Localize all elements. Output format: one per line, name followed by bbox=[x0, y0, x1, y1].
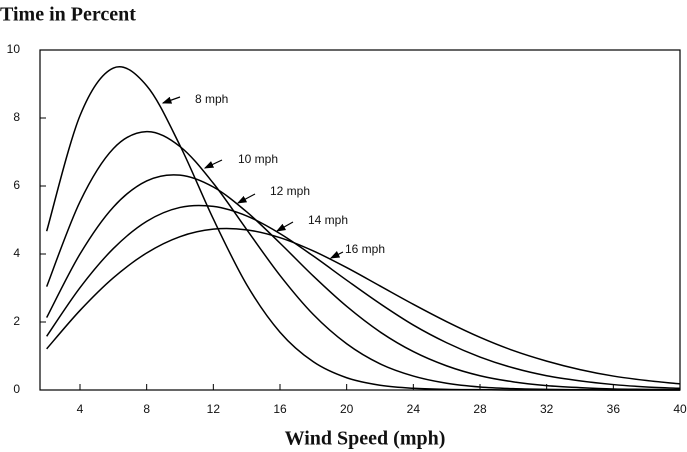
y-tick-label: 0 bbox=[13, 382, 20, 396]
x-axis-label: Wind Speed (mph) bbox=[285, 428, 446, 450]
line-series bbox=[45, 66, 680, 391]
label-arrow bbox=[236, 193, 256, 204]
x-tick-label: 28 bbox=[473, 402, 487, 416]
label-arrow bbox=[161, 96, 181, 104]
y-tick-label: 8 bbox=[13, 110, 20, 124]
y-tick-label: 6 bbox=[13, 178, 20, 192]
series-label: 12 mph bbox=[270, 184, 310, 198]
plot-frame bbox=[39, 49, 681, 391]
label-arrow bbox=[275, 221, 294, 232]
line-series bbox=[45, 130, 680, 391]
x-tick-label: 24 bbox=[407, 402, 421, 416]
series-label: 16 mph bbox=[345, 242, 385, 256]
y-tick-label: 4 bbox=[13, 246, 20, 260]
label-arrow bbox=[203, 159, 223, 169]
x-tick-label: 12 bbox=[207, 402, 221, 416]
series-label: 8 mph bbox=[195, 92, 228, 106]
series-label: 14 mph bbox=[308, 213, 348, 227]
x-tick-label: 32 bbox=[540, 402, 554, 416]
x-tick-label: 16 bbox=[273, 402, 287, 416]
line-series bbox=[46, 204, 681, 390]
x-tick-label: 8 bbox=[143, 402, 150, 416]
x-tick-label: 40 bbox=[673, 402, 687, 416]
x-tick-label: 20 bbox=[340, 402, 354, 416]
y-tick-label: 2 bbox=[13, 314, 20, 328]
y-tick-label: 10 bbox=[7, 42, 21, 56]
line-series bbox=[46, 227, 681, 385]
x-tick-label: 36 bbox=[607, 402, 621, 416]
chart-title: Time in Percent bbox=[0, 4, 136, 26]
label-arrow bbox=[329, 251, 344, 259]
x-tick-label: 4 bbox=[77, 402, 84, 416]
line-series bbox=[46, 174, 681, 391]
series-label: 10 mph bbox=[238, 152, 278, 166]
